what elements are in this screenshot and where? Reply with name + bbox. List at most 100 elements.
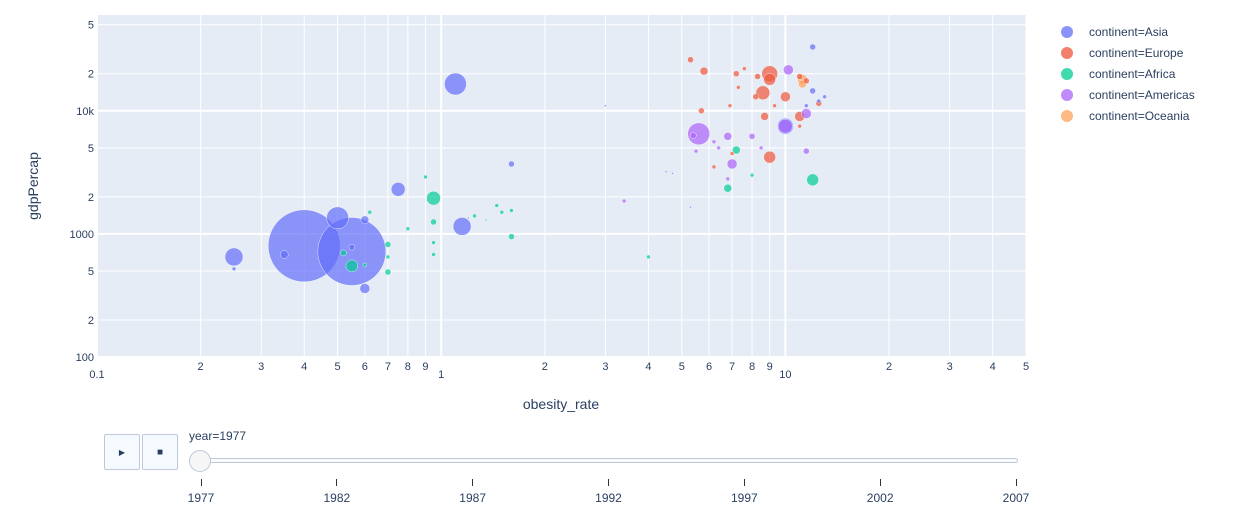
data-point [754,73,761,80]
data-point [723,183,733,193]
data-point [763,73,776,86]
data-point [783,64,794,76]
data-point [494,203,499,208]
legend-entry[interactable]: continent=Europe [1089,46,1184,60]
data-point [804,103,809,108]
x-tick-label: 4 [990,361,996,373]
slider-handle[interactable] [189,450,211,472]
legend-entry[interactable]: continent=Americas [1089,88,1195,102]
data-point [726,158,738,170]
slider-step-label[interactable]: 1997 [730,491,758,505]
slider-step-label[interactable]: 1977 [187,491,215,505]
data-point [725,176,731,182]
data-point [816,98,822,104]
data-point [736,85,741,90]
x-tick-label: 4 [645,361,651,373]
legend-marker [1061,89,1073,101]
play-icon: ▶ [118,447,126,457]
x-tick-label: 3 [602,361,608,373]
x-tick-label: 2 [198,361,204,373]
slider-step-label[interactable]: 2002 [866,491,894,505]
y-tick-label: 100 [76,352,94,364]
data-point [423,174,428,180]
data-point [809,43,816,51]
data-point [362,262,368,268]
data-point [699,66,709,76]
legend-entry[interactable]: continent=Asia [1089,25,1168,39]
x-tick-label: 10 [779,369,791,381]
data-point [452,217,472,236]
data-point [224,247,244,267]
slider-step-label[interactable]: 2007 [1002,491,1030,505]
x-tick-label: 2 [542,361,548,373]
data-point [646,254,651,260]
data-point [390,182,406,197]
x-tick-label: 3 [258,361,264,373]
x-tick-label: 5 [679,361,685,373]
data-point [604,104,607,107]
play-button[interactable]: ▶ [104,434,140,470]
data-point [405,226,411,232]
data-point [280,250,289,259]
data-point [803,147,810,155]
data-point [752,93,759,101]
data-point [687,122,710,146]
data-point [431,240,436,245]
slider-step-label[interactable]: 1987 [459,491,487,505]
data-point [431,252,436,257]
data-point [359,283,371,294]
data-point [687,56,694,63]
data-point [716,145,721,151]
legend-entry[interactable]: continent=Oceania [1089,109,1190,123]
plot-area [97,15,1026,357]
y-tick-label: 1000 [70,229,94,241]
data-point [317,217,387,286]
x-tick-label: 8 [405,361,411,373]
x-tick-label: 4 [301,361,307,373]
slider-rail[interactable] [200,458,1018,463]
slider-current-value: year=1977 [189,429,247,443]
data-point [772,103,777,108]
data-point [340,249,347,257]
slider-step-tick [336,479,338,486]
data-point [664,170,668,173]
legend-entry[interactable]: continent=Africa [1089,67,1176,81]
data-point [484,218,488,222]
data-point [430,218,437,226]
stop-button[interactable]: ■ [142,434,178,470]
data-point [231,266,237,272]
slider-step-tick [472,479,474,486]
slider-step-label[interactable]: 1992 [595,491,622,505]
data-point [758,145,764,151]
data-point [806,173,819,187]
data-point [749,172,755,178]
data-point [801,108,812,119]
data-point [467,216,470,220]
legend-marker [1061,68,1073,80]
y-tick-label: 2 [88,69,94,81]
data-point [727,103,733,108]
data-point [621,198,627,204]
y-tick-label: 2 [88,315,94,327]
data-point [755,85,771,101]
grid [96,15,1027,358]
slider-step-label[interactable]: 1982 [323,491,351,505]
x-tick-label: 2 [886,361,892,373]
slider-step-tick [1015,479,1017,486]
x-tick-label: 3 [947,361,953,373]
data-point [763,150,776,164]
data-point [367,209,372,215]
x-axis-title: obesity_rate [523,396,599,412]
y-axis-title: gdpPercap [25,152,41,220]
data-point [729,151,735,156]
data-point [711,164,717,170]
slider-step-tick [200,479,202,486]
data-point [499,209,505,215]
x-tick-label: 9 [767,361,773,373]
legend: continent=Asia continent=Europe continent=… [1061,25,1195,123]
data-point [508,160,515,168]
data-point [780,91,791,103]
data-point [326,206,349,230]
